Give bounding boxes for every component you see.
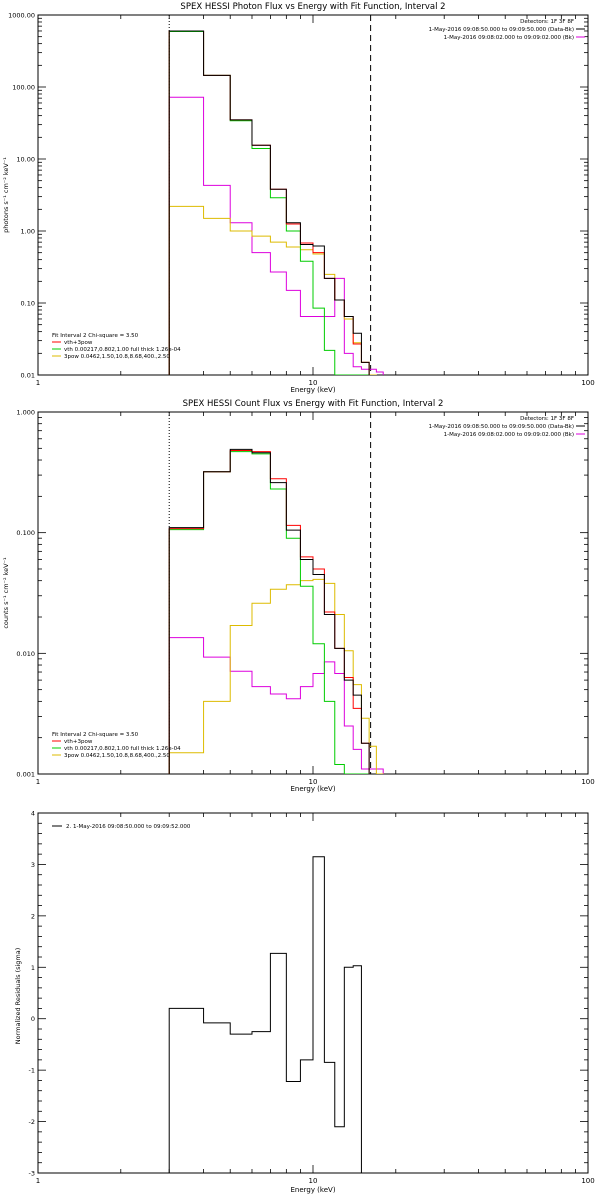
legend-top-entry: 2. 1-May-2016 09:08:50.000 to 09:09:52.0…: [66, 824, 191, 830]
photon-flux-panel: SPEX HESSI Photon Flux vs Energy with Fi…: [2, 2, 595, 394]
series-line-3pow: [168, 578, 384, 774]
x-tick-label: 100: [581, 379, 594, 387]
series-line-vth: [168, 31, 370, 375]
legend-bottom-entry: 3pow 0.0462,1.50,10.8,8.68,400.,2.50: [64, 753, 170, 759]
series-line-vth-3pow: [168, 30, 370, 375]
legend-bottom-entry: Fit Interval 2 Chi-square = 3.50: [52, 732, 139, 738]
series-line-bk: [168, 637, 384, 774]
series-line-bk: [168, 96, 384, 375]
series-line-data-bk: [168, 30, 370, 375]
y-tick-label: 0.01: [21, 372, 35, 380]
x-axis-label: Energy (keV): [290, 785, 335, 793]
x-tick-label: 1: [36, 1177, 40, 1185]
y-tick-label: 1: [31, 964, 35, 972]
y-tick-label: -2: [29, 1118, 35, 1126]
series-group: [168, 856, 362, 1173]
x-axis-label: Energy (keV): [290, 386, 335, 394]
y-tick-label: 0.10: [21, 300, 35, 308]
y-tick-label: 100.00: [12, 84, 35, 92]
legend-bottom-entry: Fit Interval 2 Chi-square = 3.50: [52, 333, 139, 339]
y-axis-label: counts s⁻¹ cm⁻² keV⁻¹: [2, 557, 10, 629]
x-tick-label: 10: [309, 1177, 318, 1185]
x-tick-label: 100: [581, 1177, 594, 1185]
panel-title: SPEX HESSI Count Flux vs Energy with Fit…: [183, 399, 444, 409]
y-tick-label: 1.000: [16, 409, 35, 417]
x-axis-label: Energy (keV): [290, 1186, 335, 1194]
legend-bottom-entry: vth 0.00217,0.802,1.00 full thick 1.26e-…: [64, 746, 181, 752]
legend-bottom-entry: 3pow 0.0462,1.50,10.8,8.68,400.,2.50: [64, 354, 170, 360]
count-flux-panel: SPEX HESSI Count Flux vs Energy with Fit…: [2, 399, 595, 793]
legend-top-entry: 1-May-2016 09:08:02.000 to 09:09:02.000 …: [444, 35, 574, 41]
plot-frame: [37, 14, 589, 376]
legend-top-entry: Detectors: 1F 3F 8F: [520, 416, 574, 422]
residuals-panel: Energy (keV) Normalized Residuals (sigma…: [14, 810, 595, 1195]
series-group: [168, 30, 384, 375]
y-tick-label: 1.00: [21, 228, 35, 236]
legend-bottom-entry: vth+3pow: [64, 739, 93, 745]
legend-top-entry: 1-May-2016 09:08:02.000 to 09:09:02.000 …: [444, 432, 574, 438]
y-axis-label: photons s⁻¹ cm⁻² keV⁻¹: [2, 157, 10, 233]
y-axis-label: Normalized Residuals (sigma): [14, 948, 22, 1045]
y-tick-label: -1: [29, 1067, 35, 1075]
x-tick-label: 10: [309, 379, 318, 387]
x-tick-label: 1: [36, 379, 40, 387]
legend-top-entry: Detectors: 1F 3F 8F: [520, 19, 574, 25]
x-tick-label: 1: [36, 778, 40, 786]
y-tick-label: 0.001: [16, 771, 35, 779]
y-tick-label: -3: [29, 1170, 35, 1178]
legend-top-entry: 1-May-2016 09:08:50.000 to 09:09:50.000 …: [429, 424, 574, 430]
legend-bottom-entry: vth+3pow: [64, 340, 93, 346]
series-group: [168, 448, 384, 774]
series-line-data-bk: [168, 448, 370, 774]
panel-title: SPEX HESSI Photon Flux vs Energy with Fi…: [180, 2, 445, 12]
y-tick-label: 0.010: [16, 650, 35, 658]
x-tick-label: 100: [581, 778, 594, 786]
y-tick-label: 0.100: [16, 529, 35, 537]
series-line-vth: [168, 451, 370, 774]
x-tick-label: 10: [309, 778, 318, 786]
y-tick-label: 10.00: [16, 156, 35, 164]
legend-top-entry: 1-May-2016 09:08:50.000 to 09:09:50.000 …: [429, 27, 574, 33]
y-tick-label: 3: [31, 861, 35, 869]
y-tick-label: 2: [31, 912, 35, 920]
y-tick-label: 0: [31, 1015, 35, 1023]
y-tick-label: 1000.00: [8, 12, 35, 20]
legend-bottom-entry: vth 0.00217,0.802,1.00 full thick 1.26e-…: [64, 347, 181, 353]
y-tick-label: 4: [31, 810, 35, 818]
series-line-3pow: [168, 205, 377, 375]
series-line-2-1-may-2016-09-08-50-000-to-09-09-52-000: [168, 856, 362, 1173]
